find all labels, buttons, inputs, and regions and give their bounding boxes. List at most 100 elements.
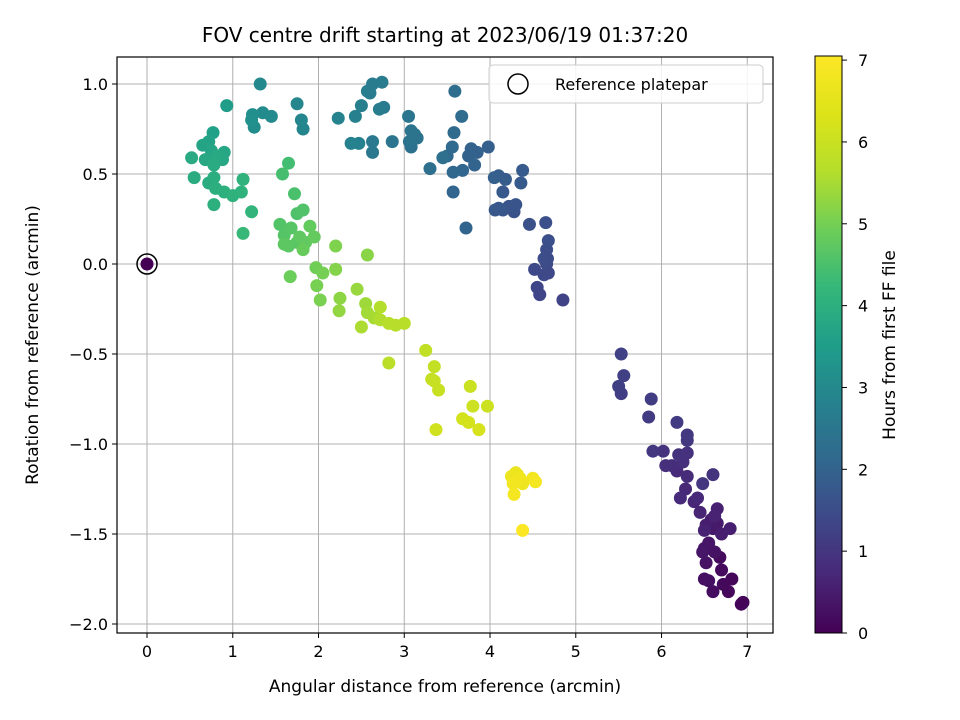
colorbar-tick-label: 2 bbox=[858, 460, 868, 479]
data-point bbox=[402, 109, 416, 123]
data-point bbox=[288, 187, 302, 201]
plot-frame bbox=[116, 56, 774, 634]
data-point bbox=[617, 369, 631, 383]
colorbar-tick-label: 4 bbox=[858, 297, 868, 316]
data-point bbox=[207, 198, 221, 212]
data-point bbox=[656, 444, 670, 458]
data-point bbox=[366, 135, 380, 149]
data-point bbox=[706, 468, 720, 482]
x-tick-label: 1 bbox=[228, 642, 238, 661]
y-axis-ticks: 1.0 0.5 0.0 −0.5 −1.0 −1.5 −2.0 bbox=[69, 75, 117, 634]
x-axis-ticks: 0 1 2 3 4 5 6 7 bbox=[142, 633, 752, 661]
data-point bbox=[462, 415, 476, 429]
data-point bbox=[187, 171, 201, 185]
x-tick-label: 5 bbox=[571, 642, 581, 661]
data-point bbox=[506, 477, 520, 491]
data-point bbox=[672, 448, 686, 462]
data-point bbox=[236, 172, 250, 186]
data-point bbox=[446, 185, 460, 199]
data-point bbox=[696, 545, 710, 559]
data-point bbox=[507, 487, 521, 501]
data-point bbox=[697, 572, 711, 586]
legend-label: Reference platepar bbox=[555, 75, 708, 94]
data-point bbox=[530, 280, 544, 294]
data-point bbox=[332, 304, 346, 318]
data-point bbox=[693, 505, 707, 519]
data-point bbox=[207, 158, 221, 172]
data-point bbox=[333, 291, 347, 305]
data-point bbox=[423, 162, 437, 176]
reference-point bbox=[140, 257, 154, 271]
data-point bbox=[448, 84, 462, 98]
data-point bbox=[680, 428, 694, 442]
data-point bbox=[447, 126, 461, 140]
data-point bbox=[496, 185, 510, 199]
colorbar-tick-label: 5 bbox=[858, 215, 868, 234]
data-point bbox=[691, 491, 705, 505]
data-point bbox=[385, 135, 399, 149]
data-point bbox=[528, 262, 542, 276]
legend: Reference platepar bbox=[488, 64, 764, 104]
data-point bbox=[273, 217, 287, 231]
x-tick-label: 3 bbox=[399, 642, 409, 661]
data-point bbox=[699, 556, 713, 570]
data-point bbox=[310, 279, 324, 293]
data-point bbox=[245, 113, 259, 127]
data-point bbox=[432, 383, 446, 397]
data-point bbox=[614, 347, 628, 361]
data-point bbox=[331, 111, 345, 125]
data-point bbox=[245, 205, 259, 219]
data-point bbox=[466, 399, 480, 413]
data-point bbox=[283, 270, 297, 284]
data-point bbox=[734, 597, 748, 611]
data-point bbox=[670, 415, 684, 429]
data-point bbox=[373, 300, 387, 314]
data-point bbox=[313, 293, 327, 307]
data-point bbox=[516, 163, 530, 177]
colorbar-tick-label: 6 bbox=[858, 133, 868, 152]
data-point bbox=[696, 477, 710, 491]
y-axis-label: Rotation from reference (arcmin) bbox=[23, 205, 43, 485]
legend-marker bbox=[507, 73, 529, 95]
data-point bbox=[236, 226, 250, 240]
data-point bbox=[706, 585, 720, 599]
data-point bbox=[463, 379, 477, 393]
y-tick-label: −1.5 bbox=[69, 525, 108, 544]
data-point bbox=[697, 523, 711, 537]
data-point bbox=[556, 293, 570, 307]
y-tick-label: 0.0 bbox=[83, 255, 108, 274]
reference-marker bbox=[136, 253, 158, 275]
data-point bbox=[419, 343, 433, 357]
data-point bbox=[715, 563, 729, 577]
data-point bbox=[402, 135, 416, 149]
data-point bbox=[296, 203, 310, 217]
data-point bbox=[429, 423, 443, 437]
colorbar-label: Hours from first FF file bbox=[880, 250, 900, 440]
data-point bbox=[253, 77, 267, 91]
colorbar-tick-label: 0 bbox=[858, 624, 868, 643]
data-point bbox=[360, 248, 374, 262]
data-point bbox=[537, 268, 551, 282]
data-point bbox=[348, 109, 362, 123]
colorbar-tick-label: 3 bbox=[858, 378, 868, 397]
y-tick-label: −0.5 bbox=[69, 345, 108, 364]
data-point bbox=[612, 379, 626, 393]
data-point bbox=[372, 102, 386, 116]
data-point bbox=[673, 491, 687, 505]
x-tick-label: 7 bbox=[742, 642, 752, 661]
data-point bbox=[446, 165, 460, 179]
data-point bbox=[522, 217, 536, 231]
data-point bbox=[303, 219, 317, 233]
data-point bbox=[397, 316, 411, 330]
data-point bbox=[382, 356, 396, 370]
data-point bbox=[354, 320, 368, 334]
data-point bbox=[329, 239, 343, 253]
data-point bbox=[680, 469, 694, 483]
data-point bbox=[480, 399, 494, 413]
x-tick-label: 0 bbox=[142, 642, 152, 661]
data-point bbox=[282, 156, 296, 170]
data-point bbox=[646, 444, 660, 458]
data-point bbox=[539, 216, 553, 230]
data-point bbox=[276, 167, 290, 181]
data-point bbox=[360, 84, 374, 98]
